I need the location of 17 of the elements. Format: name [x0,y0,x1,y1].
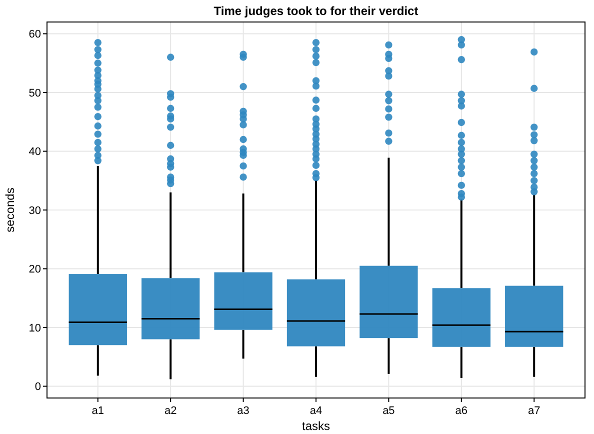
x-tick-label: a3 [237,405,250,417]
x-tick-label: a7 [528,405,540,417]
y-tick-label: 50 [28,87,41,100]
chart-title: Time judges took to for their verdict [214,4,418,18]
y-tick-label: 10 [28,322,41,334]
x-tick-label: a4 [310,405,322,417]
y-tick-label: 60 [28,28,41,41]
y-tick-label: 20 [28,264,41,276]
y-tick-label: 30 [28,204,41,217]
y-tick-label: 40 [28,146,41,158]
x-axis-title: tasks [302,419,330,433]
y-tick-label: 0 [34,381,41,394]
x-tick-label: a1 [92,405,104,417]
x-tick-label: a5 [382,405,395,417]
x-tick-label: a2 [164,405,177,417]
y-axis-title: seconds [3,188,17,232]
x-tick-label: a6 [455,405,468,417]
